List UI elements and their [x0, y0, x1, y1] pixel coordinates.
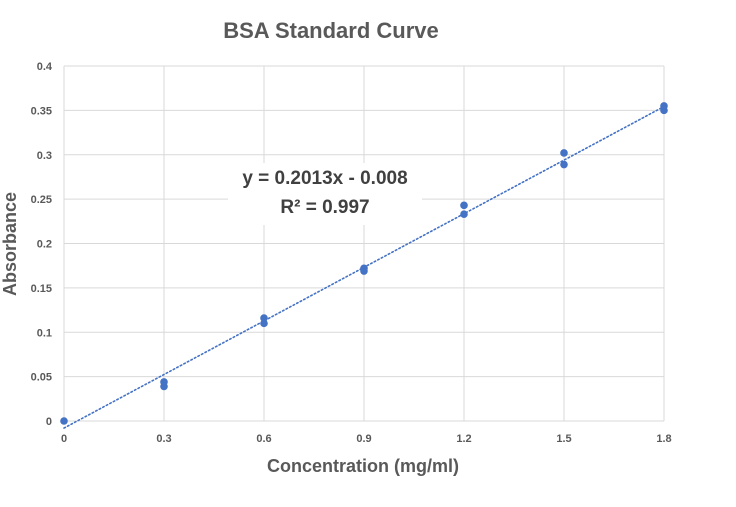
data-point [460, 210, 468, 219]
data-point [460, 201, 468, 210]
data-point [260, 314, 268, 322]
x-tick-label: 1.5 [556, 433, 571, 445]
data-point [260, 319, 268, 328]
y-tick-label: 0 [46, 416, 52, 428]
data-point [360, 267, 368, 275]
x-axis-title: Concentration (mg/ml) [267, 456, 459, 476]
y-tick-label: 0.15 [31, 283, 52, 295]
data-point [560, 149, 568, 157]
x-tick-label: 0.6 [256, 433, 271, 445]
x-tick-label: 0.9 [356, 433, 371, 445]
gridlines [63, 65, 665, 422]
y-tick-label: 0.1 [37, 327, 52, 339]
data-point [60, 417, 68, 425]
data-points [60, 102, 668, 425]
x-tick-label: 0.3 [156, 433, 171, 445]
data-point [560, 160, 568, 169]
y-tick-label: 0.05 [31, 372, 52, 384]
y-axis-title: Absorbance [0, 192, 20, 296]
y-tick-label: 0.35 [31, 105, 52, 117]
x-tick-label: 1.2 [456, 433, 471, 445]
trendline-label: y = 0.2013x - 0.008 R² = 0.997 [228, 163, 422, 225]
y-tick-label: 0.3 [37, 150, 52, 162]
x-tick-label: 0 [61, 433, 67, 445]
trendline-label-background [228, 163, 422, 225]
y-tick-label: 0.4 [37, 61, 53, 73]
data-point [660, 106, 668, 115]
x-tick-label: 1.8 [656, 433, 671, 445]
trendline-r-squared: R² = 0.997 [280, 197, 369, 218]
tick-labels: 0 0.3 0.6 0.9 1.2 1.5 1.8 0 0.05 0.1 0.15 0.2 0.25 0.… [31, 61, 672, 445]
y-tick-label: 0.25 [31, 194, 52, 206]
trendline-equation: y = 0.2013x - 0.008 [242, 168, 407, 189]
data-point [160, 382, 168, 391]
chart-title: BSA Standard Curve [223, 18, 439, 43]
y-tick-label: 0.2 [37, 239, 52, 251]
